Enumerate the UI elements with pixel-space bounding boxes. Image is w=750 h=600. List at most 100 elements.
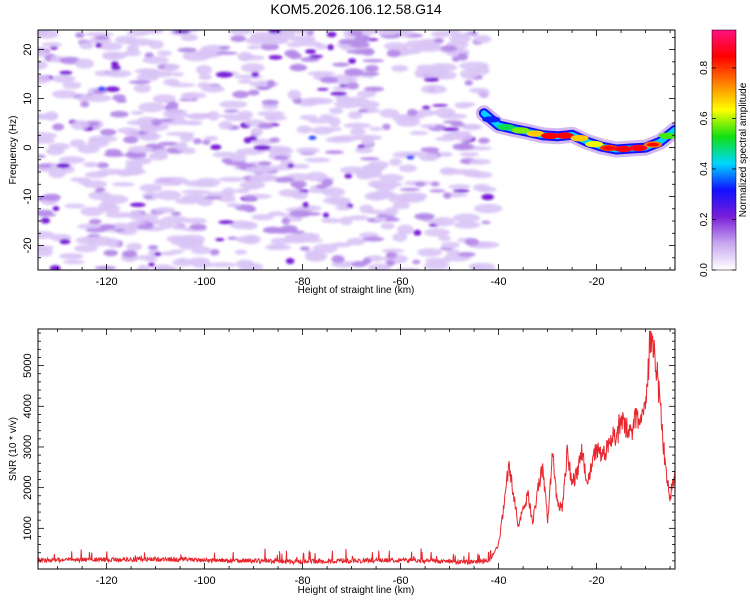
noise-blob <box>138 102 166 113</box>
noise-blob <box>384 207 399 216</box>
track-peak <box>482 116 501 123</box>
noise-blob <box>70 120 90 130</box>
noise-blob <box>163 63 179 72</box>
noise-blob <box>328 197 350 206</box>
noise-blob <box>63 259 85 265</box>
noise-blob <box>233 74 264 80</box>
noise-blob <box>168 82 196 88</box>
noise-blob <box>38 49 49 58</box>
noise-blob <box>435 136 457 142</box>
noise-blob <box>287 163 295 168</box>
noise-blob <box>414 213 435 220</box>
noise-blob <box>419 124 437 129</box>
noise-blob <box>440 168 461 174</box>
noise-blob <box>307 97 334 105</box>
noise-blob <box>154 252 162 257</box>
noise-blob <box>354 34 372 43</box>
noise-blob <box>453 221 481 229</box>
noise-blob <box>161 215 189 224</box>
noise-blob <box>367 263 392 270</box>
noise-blob <box>392 201 411 210</box>
noise-blob <box>478 137 490 144</box>
snr-plot-area <box>38 329 675 569</box>
noise-blob <box>139 183 163 193</box>
noise-blob <box>449 131 472 136</box>
noise-blob <box>217 176 247 182</box>
noise-blob <box>420 84 447 94</box>
noise-blob <box>257 35 283 45</box>
noise-blob <box>229 30 252 35</box>
noise-blob <box>142 56 169 64</box>
track-peak <box>570 135 589 142</box>
noise-blob <box>296 238 324 243</box>
track-peak-core <box>617 147 630 151</box>
noise-blob <box>198 74 212 80</box>
noise-blob <box>101 51 128 60</box>
noise-blob <box>385 217 400 222</box>
colorbar-gradient <box>712 30 736 270</box>
noise-blob <box>111 61 119 67</box>
noise-blob <box>440 45 458 52</box>
spectrogram-x-axis-label: Height of straight line (km) <box>298 285 415 296</box>
noise-blob <box>257 122 274 129</box>
noise-blob <box>346 237 366 246</box>
noise-blob <box>361 48 375 56</box>
chart-title: KOM5.2026.106.12.58.G14 <box>270 1 441 17</box>
noise-blob <box>253 145 271 151</box>
y-tick-label: -10 <box>22 189 34 205</box>
noise-blob <box>365 65 379 72</box>
noise-blob <box>96 162 109 169</box>
noise-blob <box>187 113 210 120</box>
noise-blob <box>59 238 71 245</box>
noise-blob <box>111 65 121 71</box>
noise-blob <box>300 41 322 47</box>
noise-blob <box>49 265 61 270</box>
y-tick-label: 2000 <box>22 475 34 499</box>
noise-blob <box>438 235 452 241</box>
noise-blob <box>172 258 195 267</box>
noise-blob <box>251 214 274 221</box>
noise-blob <box>354 147 374 154</box>
colorbar: 0.0 0.2 0.4 0.6 0.8 Normalized spectral ampl… <box>699 29 749 277</box>
noise-blob <box>381 248 405 253</box>
noise-blob <box>477 88 490 98</box>
noise-blob <box>461 102 476 107</box>
noise-blob <box>183 92 196 100</box>
colorbar-tick-label: 0.0 <box>699 263 710 277</box>
spectrogram-y-tick-labels: -20 -10 0 10 20 <box>22 43 34 253</box>
noise-blob <box>357 109 369 113</box>
y-tick-label: 3000 <box>22 435 34 459</box>
noise-blob <box>215 51 238 55</box>
noise-blob <box>452 189 470 193</box>
noise-blob <box>122 250 138 258</box>
noise-blob <box>432 104 449 107</box>
noise-blob <box>398 164 417 173</box>
noise-blob <box>52 205 60 212</box>
noise-blob <box>243 137 252 144</box>
noise-blob <box>126 242 142 251</box>
noise-blob <box>83 94 112 102</box>
track-peak <box>658 132 675 139</box>
noise-blob <box>226 202 241 208</box>
noise-blob <box>309 54 324 59</box>
noise-blob <box>397 224 414 235</box>
noise-blob <box>340 166 366 174</box>
snr-x-tick-labels: -120 -100 -80 -60 -40 -20 <box>96 575 605 587</box>
noise-blob <box>219 100 248 109</box>
noise-blob <box>304 157 331 163</box>
noise-blob <box>79 41 94 50</box>
noise-blob <box>250 127 263 137</box>
noise-blob <box>324 150 344 155</box>
noise-blob <box>95 188 103 193</box>
noise-blob <box>452 143 475 151</box>
noise-blob <box>326 31 337 38</box>
noise-blob <box>260 43 280 51</box>
noise-blob <box>289 35 316 43</box>
x-tick-label: -100 <box>194 575 216 587</box>
noise-blob <box>237 51 254 62</box>
track-peak <box>496 124 515 131</box>
noise-blob <box>153 177 183 186</box>
noise-blob <box>137 264 150 270</box>
noise-blob <box>51 74 76 83</box>
noise-blob <box>123 50 142 57</box>
